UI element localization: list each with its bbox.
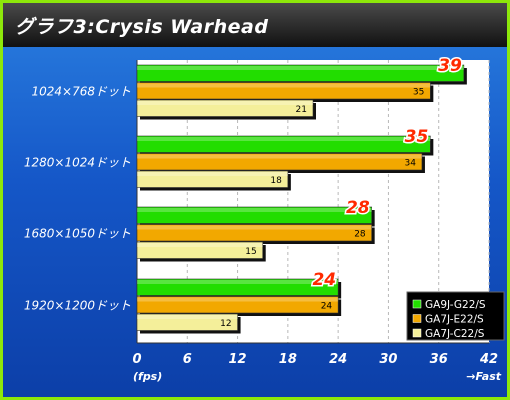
x-axis-label: (fps) (133, 370, 162, 383)
bar-sheen (137, 225, 372, 230)
x-tick-label: 0 (132, 352, 141, 367)
bar-2 (136, 153, 423, 171)
data-label: 15 (245, 247, 256, 257)
fast-note: →Fast (466, 370, 501, 383)
data-label-highlight: 35 (405, 127, 429, 147)
legend-box (406, 291, 505, 341)
bar-sheen (137, 243, 263, 247)
bar-1 (136, 278, 339, 296)
data-label: 12 (220, 319, 231, 329)
bar-1 (136, 206, 372, 224)
bar-sheen (137, 66, 464, 70)
data-label: 18 (270, 176, 282, 186)
legend-label: GA7J-E22/S (425, 314, 484, 326)
data-label: 24 (321, 301, 333, 311)
legend-label: GA7J-C22/S (425, 328, 485, 340)
data-label: 35 (413, 87, 424, 97)
category-label: 1680×1050ドット (24, 226, 131, 240)
bar-chart: 39 35 21 1024×768ドット 35 34 18 1280×1024ドット 28 28 1… (24, 55, 505, 383)
data-label: 34 (404, 158, 416, 168)
x-tick-label: 24 (329, 352, 347, 367)
title-bar: グラフ3:Crysis Warhead (3, 3, 507, 47)
bar-1 (136, 64, 465, 82)
category-label: 1920×1200ドット (24, 298, 131, 312)
bar-sheen (137, 280, 339, 284)
data-label: 21 (296, 105, 307, 115)
x-tick-label: 30 (379, 352, 397, 367)
bar-3 (136, 241, 264, 259)
bar-sheen (137, 208, 372, 212)
bar-sheen (137, 137, 431, 141)
x-tick-label: 18 (279, 352, 297, 367)
x-tick-label: 42 (479, 352, 498, 367)
bar-3 (136, 170, 289, 188)
bar-sheen (137, 83, 431, 88)
data-label-highlight: 28 (346, 198, 370, 218)
bar-sheen (137, 154, 422, 159)
x-tick-label: 6 (183, 352, 192, 367)
bar-3 (136, 99, 314, 117)
bar-sheen (137, 315, 238, 319)
bar-sheen (137, 172, 288, 176)
category-label: 1024×768ドット (32, 84, 132, 98)
bar-2 (136, 82, 431, 100)
bar-3 (136, 313, 238, 331)
legend-swatch (412, 299, 422, 309)
bar-2 (136, 296, 339, 314)
data-label-highlight: 24 (312, 270, 336, 290)
bar-1 (136, 135, 431, 153)
bar-2 (136, 224, 372, 242)
x-tick-label: 12 (229, 352, 247, 367)
bar-sheen (137, 297, 339, 302)
x-tick-label: 36 (430, 352, 448, 367)
data-label-highlight: 39 (438, 56, 462, 76)
category-label: 1280×1024ドット (24, 155, 131, 169)
legend-swatch (412, 328, 422, 338)
legend-swatch (412, 314, 422, 323)
bar-sheen (137, 101, 313, 105)
data-label: 28 (354, 229, 366, 239)
legend-label: GA9J-G22/S (425, 299, 486, 311)
chart-title: グラフ3:Crysis Warhead (15, 16, 269, 38)
